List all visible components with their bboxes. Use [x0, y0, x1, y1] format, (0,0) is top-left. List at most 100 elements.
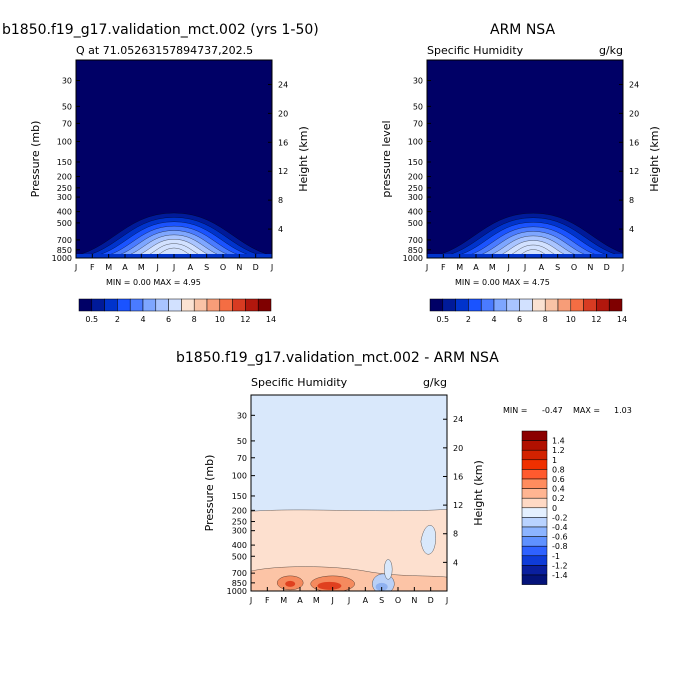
pressure-tick-label: 100	[408, 137, 423, 146]
height-tick-label: 20	[453, 444, 463, 453]
month-tick-label: D	[428, 596, 434, 605]
panel-model-colorbar: 0.5 2 4 6 8 10 12 14	[78, 298, 276, 324]
panel-model-ylabel: Pressure (mb)	[29, 121, 42, 198]
colorbar-swatch	[506, 298, 520, 312]
pressure-tick-label: 500	[408, 219, 423, 228]
panel-model-title: b1850.f19_g17.validation_mct.002 (yrs 1-…	[2, 22, 319, 38]
diff-colorbar-swatch	[521, 536, 548, 547]
colorbar-label: 2	[115, 315, 120, 324]
colorbar-swatch	[532, 298, 546, 312]
height-tick-label: 24	[278, 80, 288, 89]
month-tick-label: S	[555, 263, 560, 272]
diff-colorbar-swatch	[521, 488, 548, 499]
panel-diff-stats-max-label: MAX =	[573, 406, 600, 415]
height-tick-label: 4	[278, 225, 283, 234]
diff-march-core	[285, 580, 296, 587]
panel-model-height-axis: 4 8 12 16 20 24	[268, 80, 288, 234]
month-tick-label: M	[456, 263, 463, 272]
colorbar-swatch	[245, 298, 259, 312]
month-tick-label: J	[347, 596, 350, 605]
diff-colorbar-label: -1.2	[552, 561, 568, 570]
month-tick-label: J	[74, 263, 77, 272]
month-tick-label: J	[523, 263, 526, 272]
month-tick-label: S	[379, 596, 384, 605]
colorbar-label: 14	[617, 315, 627, 324]
panel-diff: b1850.f19_g17.validation_mct.002 - ARM N…	[176, 350, 632, 605]
colorbar-label: 4	[491, 315, 496, 324]
month-tick-label: J	[425, 263, 428, 272]
month-tick-label: A	[188, 263, 194, 272]
colorbar-swatch	[78, 298, 93, 312]
diff-colorbar-label: 1	[552, 456, 557, 465]
pressure-tick-label: 400	[408, 208, 423, 217]
diff-colorbar-swatch	[521, 545, 548, 557]
diff-colorbar-swatch	[521, 497, 548, 509]
diff-colorbar-label: -1.4	[552, 571, 568, 580]
diff-colorbar-label: -0.8	[552, 542, 568, 551]
pressure-tick-label: 150	[408, 158, 423, 167]
panel-obs-colorbar: 0.5 2 4 6 8 10 12 14	[429, 298, 627, 324]
colorbar-label: 6	[517, 315, 522, 324]
month-tick-label: A	[363, 596, 369, 605]
month-tick-label: J	[445, 596, 448, 605]
colorbar-label: 10	[566, 315, 576, 324]
colorbar-swatch	[129, 298, 144, 312]
panel-diff-subtitle: Specific Humidity	[251, 376, 348, 389]
month-tick-label: F	[90, 263, 95, 272]
month-tick-label: J	[621, 263, 624, 272]
panel-diff-units: g/kg	[423, 376, 447, 389]
colorbar-label: 8	[192, 315, 197, 324]
diff-colorbar-label: -1	[552, 552, 560, 561]
colorbar-swatch	[155, 298, 169, 312]
colorbar-swatch	[468, 298, 482, 312]
colorbar-swatch	[596, 298, 610, 312]
panel-model-contour-field	[76, 60, 272, 258]
pressure-tick-label: 70	[237, 454, 247, 463]
month-tick-label: O	[395, 596, 401, 605]
colorbar-swatch	[117, 298, 131, 312]
diff-colorbar-swatch	[521, 565, 548, 576]
panel-model-ylabel2: Height (km)	[297, 126, 310, 192]
panel-model-stats: MIN = 0.00 MAX = 4.95	[106, 278, 201, 287]
pressure-tick-label: 150	[232, 492, 247, 501]
height-tick-label: 16	[629, 138, 639, 147]
height-tick-label: 4	[453, 558, 458, 567]
month-tick-label: J	[330, 596, 333, 605]
pressure-tick-label: 300	[57, 193, 72, 202]
panel-diff-title: b1850.f19_g17.validation_mct.002 - ARM N…	[176, 350, 499, 366]
pressure-tick-label: 850	[232, 579, 247, 588]
month-tick-label: S	[204, 263, 209, 272]
diff-colorbar-label: 0.6	[552, 475, 565, 484]
month-tick-label: A	[122, 263, 128, 272]
diff-colorbar-label: 1.2	[552, 446, 565, 455]
panel-diff-height-axis: 4 8 12 16 20 24	[443, 415, 463, 567]
height-tick-label: 4	[629, 225, 634, 234]
month-tick-label: J	[172, 263, 175, 272]
height-tick-label: 16	[278, 138, 288, 147]
colorbar-swatch	[557, 298, 572, 312]
colorbar-swatch	[219, 298, 233, 312]
colorbar-swatch	[544, 298, 559, 312]
pressure-tick-label: 50	[62, 102, 72, 111]
pressure-tick-label: 700	[408, 236, 423, 245]
diff-colorbar-swatch	[521, 440, 548, 451]
height-tick-label: 24	[453, 415, 463, 424]
colorbar-label: 14	[266, 315, 276, 324]
diff-colorbar-label: -0.6	[552, 533, 568, 542]
pressure-tick-label: 700	[57, 236, 72, 245]
panel-obs-stats: MIN = 0.00 MAX = 4.75	[455, 278, 550, 287]
pressure-tick-label: 300	[232, 527, 247, 536]
diff-colorbar-label: 0.8	[552, 465, 565, 474]
panel-diff-stats-max-value: 1.03	[614, 406, 632, 415]
month-tick-label: M	[313, 596, 320, 605]
diff-colorbar-swatch	[521, 449, 548, 461]
colorbar-label: 8	[543, 315, 548, 324]
month-tick-label: M	[105, 263, 112, 272]
month-tick-label: N	[236, 263, 242, 272]
pressure-tick-label: 1000	[52, 254, 72, 263]
